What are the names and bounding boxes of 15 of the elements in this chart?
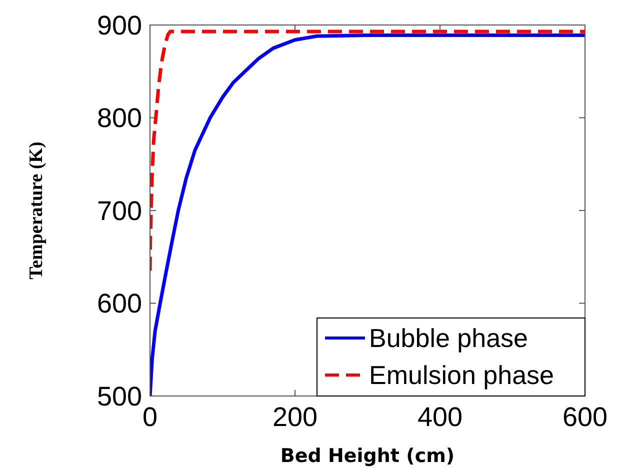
x-tick-label: 400 <box>417 402 463 432</box>
y-tick-label: 600 <box>96 288 142 319</box>
x-tick-label: 200 <box>272 402 318 432</box>
y-axis-title: Temperature (K) <box>26 142 47 280</box>
x-axis-title: Bed Height (cm) <box>280 445 455 467</box>
y-tick-label: 500 <box>96 381 142 412</box>
legend-label: Bubble phase <box>369 323 528 354</box>
y-tick-label: 900 <box>96 10 142 40</box>
y-tick-label: 800 <box>96 103 142 134</box>
line-series <box>150 30 585 273</box>
legend-label: Emulsion phase <box>369 360 554 390</box>
line-series <box>150 33 585 396</box>
x-tick-label: 0 <box>142 402 158 432</box>
x-tick-label: 600 <box>562 402 608 432</box>
y-tick-label: 700 <box>96 196 142 226</box>
